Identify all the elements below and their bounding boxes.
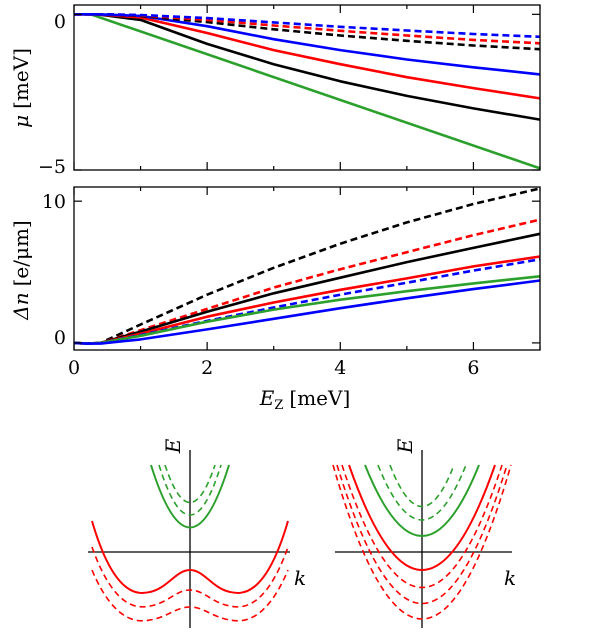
inset-right-momentum-label: k bbox=[504, 566, 516, 590]
bottom-series-line-0 bbox=[73, 187, 541, 345]
left-red-band-dash-1 bbox=[91, 546, 289, 608]
bottom-xtick-labels: 0 2 4 6 bbox=[68, 357, 480, 379]
bottom-xtick-label-0: 0 bbox=[68, 357, 80, 379]
bottom-series-group bbox=[73, 187, 541, 345]
bottom-y-axis-label: Δn [e/μm] bbox=[9, 220, 33, 320]
top-plot-frame bbox=[73, 4, 541, 171]
top-series-line-6 bbox=[74, 13, 541, 39]
bottom-xtick-label-4: 4 bbox=[334, 357, 346, 379]
bottom-xtick-label-2: 2 bbox=[201, 357, 213, 379]
left-red-band-dash-2 bbox=[91, 569, 289, 622]
right-red-band-solid bbox=[348, 464, 496, 571]
xlabel-unit: [meV] bbox=[289, 386, 350, 410]
bottom-series-line-4 bbox=[73, 258, 541, 345]
inset-left-momentum-label: k bbox=[294, 566, 306, 590]
bottom-series-line-1 bbox=[73, 218, 541, 345]
top-ytick-label-minus5: −5 bbox=[38, 156, 66, 178]
right-green-band-dash-1 bbox=[377, 464, 467, 521]
inset-left-bands bbox=[91, 464, 289, 622]
x-axis-label: EZ [meV] bbox=[259, 386, 351, 413]
left-red-band-solid bbox=[91, 520, 289, 594]
left-green-band-solid bbox=[150, 464, 230, 529]
inset-left-energy-label: E bbox=[161, 438, 185, 454]
xlabel-symbol: E bbox=[259, 386, 275, 410]
bottom-ticks-group bbox=[73, 187, 541, 350]
band-inset-right: E k bbox=[332, 438, 516, 628]
bottom-series-line-6 bbox=[73, 279, 541, 345]
inset-right-energy-label: E bbox=[393, 438, 417, 454]
top-ylabel-unit: [meV] bbox=[9, 48, 33, 109]
band-inset-left: E k bbox=[88, 438, 306, 628]
bottom-ylabel-unit: [e/μm] bbox=[9, 220, 33, 286]
top-series-line-0 bbox=[90, 13, 541, 170]
density-change-panel: 10 0 0 2 4 6 Δn [e/μm] EZ [meV] bbox=[9, 186, 541, 413]
top-ytick-label-0: 0 bbox=[54, 11, 66, 33]
bottom-ytick-label-10: 10 bbox=[42, 191, 66, 213]
inset-right-bands bbox=[332, 464, 512, 620]
right-green-band-solid bbox=[364, 464, 480, 537]
top-ylabel-symbol: μ bbox=[9, 115, 33, 128]
right-green-band-dash-2 bbox=[389, 464, 455, 508]
right-red-band-dash-3 bbox=[332, 464, 512, 620]
left-green-band-dash-1 bbox=[158, 464, 222, 516]
bottom-ylabel-symbol: Δn bbox=[9, 292, 33, 320]
xlabel-subscript: Z bbox=[274, 398, 283, 413]
right-red-band-dash-1 bbox=[341, 464, 503, 589]
chemical-potential-panel: 0 −5 μ [meV] bbox=[9, 4, 541, 178]
bottom-plot-frame bbox=[73, 186, 541, 351]
left-green-band-dash-2 bbox=[164, 464, 216, 504]
bottom-xtick-label-6: 6 bbox=[467, 357, 479, 379]
top-ticks-group bbox=[73, 5, 541, 171]
top-series-group bbox=[74, 13, 541, 170]
bottom-ytick-label-0: 0 bbox=[54, 327, 66, 349]
top-y-axis-label: μ [meV] bbox=[9, 48, 33, 128]
